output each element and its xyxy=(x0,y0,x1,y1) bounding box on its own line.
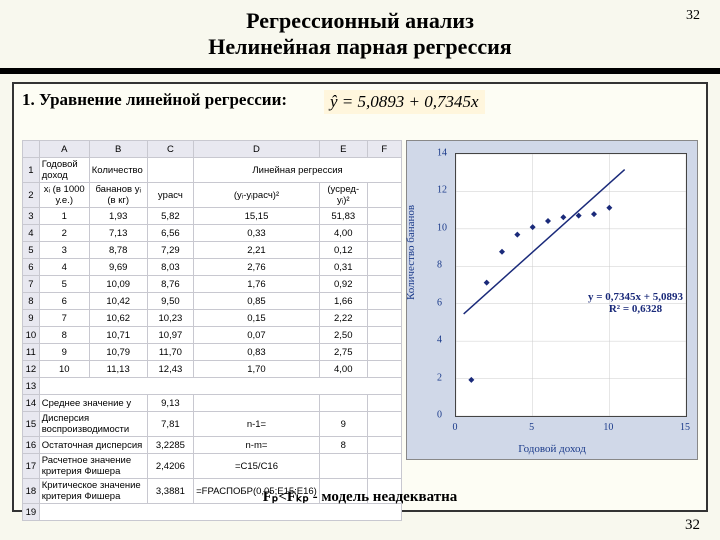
eqn-text: y = 0,7345x + 5,0893 xyxy=(588,291,683,303)
separator-bar xyxy=(0,68,720,74)
r2-text: R² = 0,6328 xyxy=(588,303,683,315)
plot-area xyxy=(455,153,687,417)
spreadsheet: ABCDEF1Годовой доходКоличествоЛинейная р… xyxy=(22,140,402,521)
title-line1: Регрессионный анализ xyxy=(0,8,720,34)
scatter-chart: Количество бананов Годовой доход y = 0,7… xyxy=(406,140,698,460)
chart-xlabel: Годовой доход xyxy=(518,443,586,455)
content-frame: 1. Уравнение линейной регрессии: ŷ = 5,0… xyxy=(12,82,708,512)
title-line2: Нелинейная парная регрессия xyxy=(0,34,720,60)
regression-formula: ŷ = 5,0893 + 0,7345x xyxy=(324,90,485,114)
sheet-area: ABCDEF1Годовой доходКоличествоЛинейная р… xyxy=(22,140,698,521)
slide: 32 Регрессионный анализ Нелинейная парна… xyxy=(0,0,720,540)
chart-ylabel: Количество бананов xyxy=(405,205,417,300)
title-block: Регрессионный анализ Нелинейная парная р… xyxy=(0,0,720,64)
chart-equation: y = 0,7345x + 5,0893 R² = 0,6328 xyxy=(588,291,683,315)
page-number-top: 32 xyxy=(686,8,700,24)
page-number-bottom: 32 xyxy=(685,517,700,534)
chart-svg xyxy=(456,154,686,416)
footer-conclusion: Fₚ<Fₖₚ - модель неадекватна xyxy=(14,487,706,506)
